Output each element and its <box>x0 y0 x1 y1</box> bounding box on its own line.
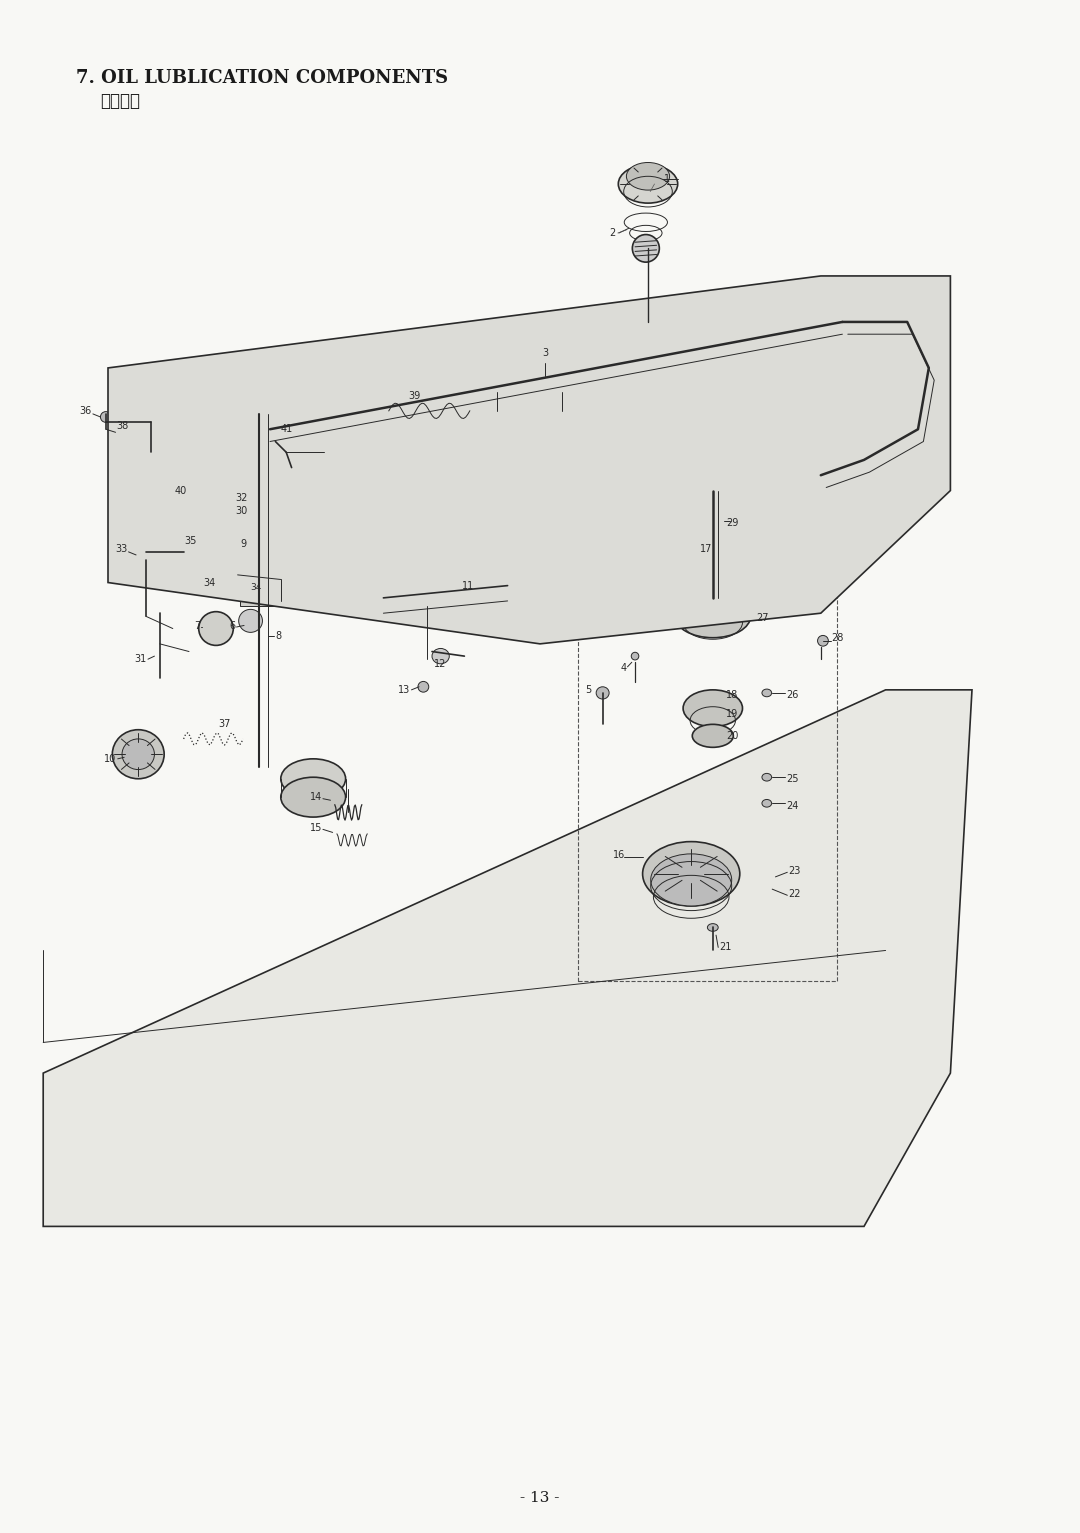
Ellipse shape <box>141 549 161 567</box>
Ellipse shape <box>762 800 771 806</box>
Ellipse shape <box>726 579 732 586</box>
Text: 5: 5 <box>585 685 592 694</box>
Text: 18: 18 <box>726 690 738 699</box>
Text: 19: 19 <box>726 710 738 719</box>
Ellipse shape <box>596 687 609 699</box>
Ellipse shape <box>626 162 670 190</box>
Text: 37: 37 <box>218 719 230 728</box>
Text: 6: 6 <box>229 621 235 630</box>
Text: 7. OIL LUBLICATION COMPONENTS: 7. OIL LUBLICATION COMPONENTS <box>76 69 448 87</box>
Text: 9: 9 <box>240 540 246 549</box>
Ellipse shape <box>216 509 248 540</box>
Text: 20: 20 <box>726 731 738 740</box>
Text: 15: 15 <box>310 823 322 832</box>
Text: 8: 8 <box>275 632 282 641</box>
Ellipse shape <box>672 579 678 586</box>
Text: 33: 33 <box>116 544 127 553</box>
Text: 39: 39 <box>408 391 420 400</box>
Ellipse shape <box>112 730 164 779</box>
Text: 34: 34 <box>203 578 215 587</box>
Text: 給油関係: 給油関係 <box>100 92 140 110</box>
Ellipse shape <box>707 923 718 931</box>
Ellipse shape <box>240 538 267 566</box>
Text: 35: 35 <box>185 537 197 546</box>
Ellipse shape <box>618 166 678 204</box>
Ellipse shape <box>683 690 743 727</box>
Text: 3: 3 <box>542 348 549 357</box>
Text: - 13 -: - 13 - <box>521 1492 559 1505</box>
Text: 21: 21 <box>719 943 731 952</box>
Text: 14: 14 <box>310 793 322 802</box>
Ellipse shape <box>100 412 111 423</box>
Ellipse shape <box>818 636 828 647</box>
Text: 22: 22 <box>788 889 801 898</box>
Ellipse shape <box>675 595 751 638</box>
Text: 40: 40 <box>175 486 187 495</box>
Ellipse shape <box>195 524 226 555</box>
Polygon shape <box>108 276 950 644</box>
Ellipse shape <box>643 842 740 906</box>
Text: 10: 10 <box>105 754 117 763</box>
Text: 4: 4 <box>620 664 626 673</box>
Text: 13: 13 <box>399 685 410 694</box>
Text: 38: 38 <box>117 422 129 431</box>
Bar <box>240 575 278 606</box>
Text: 12: 12 <box>434 659 446 668</box>
Text: 17: 17 <box>700 544 712 553</box>
Text: 41: 41 <box>281 425 293 434</box>
Text: 29: 29 <box>726 518 738 527</box>
Text: 36: 36 <box>80 406 92 415</box>
Ellipse shape <box>122 739 154 770</box>
Ellipse shape <box>650 854 732 906</box>
Text: 26: 26 <box>786 690 798 699</box>
Text: 2: 2 <box>609 228 616 238</box>
Text: 27: 27 <box>756 613 769 622</box>
Text: 1: 1 <box>664 175 671 184</box>
Ellipse shape <box>762 774 771 782</box>
Ellipse shape <box>199 612 233 645</box>
Bar <box>578 555 837 981</box>
Ellipse shape <box>762 688 771 696</box>
Ellipse shape <box>281 759 346 799</box>
Text: 34: 34 <box>251 583 261 592</box>
Text: 30: 30 <box>235 506 247 515</box>
Text: 11: 11 <box>462 581 474 590</box>
Text: 32: 32 <box>235 494 247 503</box>
Polygon shape <box>43 690 972 1226</box>
Ellipse shape <box>432 648 449 664</box>
Text: 16: 16 <box>613 851 625 860</box>
Ellipse shape <box>239 610 262 633</box>
Text: 28: 28 <box>832 633 843 642</box>
Ellipse shape <box>188 487 207 506</box>
Text: 23: 23 <box>788 866 800 875</box>
Ellipse shape <box>418 681 429 691</box>
Text: 24: 24 <box>786 802 798 811</box>
Ellipse shape <box>281 777 346 817</box>
Ellipse shape <box>659 556 745 602</box>
Text: 25: 25 <box>786 774 799 783</box>
Ellipse shape <box>497 392 562 429</box>
Ellipse shape <box>497 374 562 411</box>
Text: 7: 7 <box>194 621 201 630</box>
Ellipse shape <box>692 725 733 747</box>
Ellipse shape <box>631 653 638 659</box>
Text: 31: 31 <box>135 655 147 664</box>
Ellipse shape <box>207 501 257 547</box>
Ellipse shape <box>632 235 659 262</box>
